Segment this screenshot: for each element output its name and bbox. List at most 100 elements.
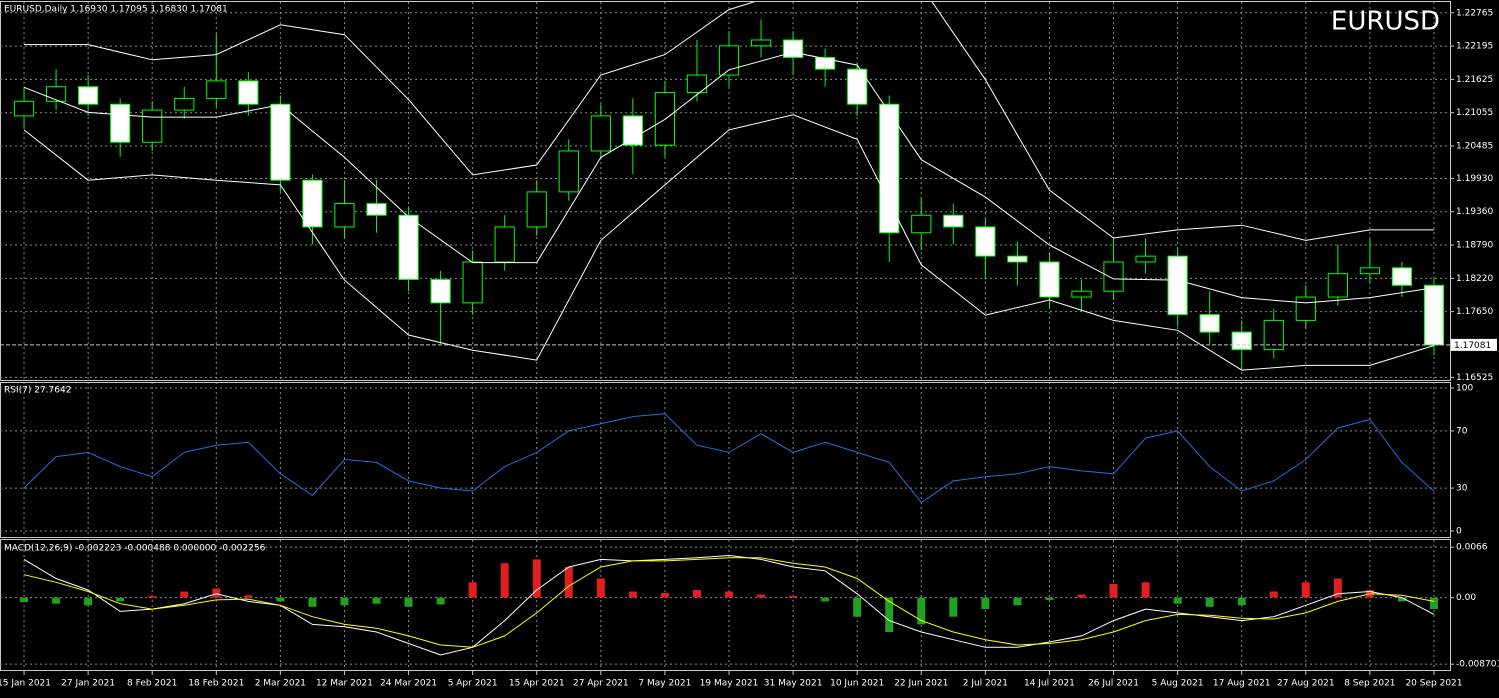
x-tick-label: 27 Aug 2021 bbox=[1277, 679, 1335, 689]
macd-histogram-bar bbox=[1077, 594, 1086, 598]
y-tick-label: 30 bbox=[1456, 484, 1468, 494]
macd-histogram-bar bbox=[564, 567, 573, 598]
y-tick-label: 1.19930 bbox=[1456, 174, 1493, 184]
x-tick-label: 24 Mar 2021 bbox=[380, 679, 437, 689]
candle-body bbox=[494, 226, 515, 263]
candle-body bbox=[206, 80, 227, 99]
x-tick-label: 12 Mar 2021 bbox=[316, 679, 373, 689]
x-tick-label: 10 Jun 2021 bbox=[830, 679, 884, 689]
candle-body bbox=[78, 86, 99, 105]
current-price-box bbox=[1451, 338, 1497, 351]
candle-body bbox=[398, 214, 419, 281]
macd-histogram-bar bbox=[212, 588, 221, 598]
macd-frame bbox=[0, 539, 1451, 671]
macd-histogram-bar bbox=[532, 559, 541, 598]
macd-histogram-bar bbox=[596, 578, 605, 598]
macd-histogram-bar bbox=[372, 597, 381, 604]
candle-body bbox=[142, 109, 163, 143]
x-tick-label: 27 Jan 2021 bbox=[61, 679, 115, 689]
y-tick-label: 0.00 bbox=[1456, 593, 1476, 603]
macd-histogram-bar bbox=[20, 597, 29, 603]
x-tick-label: 18 Feb 2021 bbox=[188, 679, 244, 689]
candle-body bbox=[1007, 255, 1028, 263]
macd-histogram-bar bbox=[1397, 597, 1406, 602]
candle-body bbox=[430, 279, 451, 304]
y-tick-label: 0 bbox=[1456, 527, 1462, 537]
macd-histogram-bar bbox=[1045, 597, 1054, 600]
candle-body bbox=[45, 86, 67, 102]
y-tick-label: 1.21625 bbox=[1456, 75, 1493, 85]
y-tick-label: 0.0066 bbox=[1456, 543, 1488, 553]
y-tick-label: 1.22765 bbox=[1456, 8, 1493, 18]
x-tick-label: 31 May 2021 bbox=[764, 679, 823, 689]
macd-histogram-bar bbox=[1109, 583, 1118, 598]
candle-body bbox=[1423, 284, 1445, 346]
macd-title: MACD(12,26,9) -0.002223 -0.000488 0.0000… bbox=[4, 544, 266, 554]
panel-frames bbox=[0, 1, 1451, 671]
candle-body bbox=[238, 80, 259, 105]
macd-histogram-bar bbox=[1141, 582, 1150, 598]
x-tick-label: 17 Aug 2021 bbox=[1213, 679, 1271, 689]
macd-histogram-bar bbox=[821, 597, 830, 602]
candle-body bbox=[1071, 290, 1092, 298]
macd-histogram-bar bbox=[1301, 582, 1310, 598]
y-tick-label: 1.18790 bbox=[1456, 241, 1493, 251]
macd-histogram-bar bbox=[148, 596, 157, 598]
macd-histogram-bar bbox=[340, 597, 349, 606]
candle-body bbox=[1135, 255, 1156, 263]
candle-body bbox=[750, 39, 772, 47]
x-tick-label: 27 Apr 2021 bbox=[573, 679, 629, 689]
macd-histogram-bar bbox=[628, 591, 637, 598]
candle-body bbox=[590, 115, 611, 152]
macd-histogram-bar bbox=[853, 597, 862, 617]
y-tick-label: 1.21055 bbox=[1456, 108, 1493, 118]
price-plot bbox=[0, 2, 1450, 380]
bollinger-middle bbox=[23, 51, 1435, 304]
macd-histogram-bar bbox=[917, 597, 926, 625]
macd-histogram-bar bbox=[1269, 591, 1278, 598]
candle-body bbox=[526, 191, 547, 228]
bollinger-lower bbox=[23, 114, 1435, 371]
y-tick-label: 1.19360 bbox=[1456, 207, 1493, 217]
x-tick-label: 20 Sep 2021 bbox=[1405, 679, 1462, 689]
x-tick-label: 5 Apr 2021 bbox=[448, 679, 498, 689]
macd-histogram-bar bbox=[500, 563, 509, 598]
candle-body bbox=[782, 39, 804, 59]
candle-body bbox=[1199, 314, 1220, 333]
y-tick-label: 70 bbox=[1456, 426, 1468, 436]
bollinger-upper bbox=[24, 2, 1434, 241]
macd-histogram-bar bbox=[468, 582, 477, 598]
x-tick-label: 26 Jul 2021 bbox=[1088, 679, 1139, 689]
candle-body bbox=[622, 115, 643, 146]
y-tick-label: 1.16525 bbox=[1456, 373, 1493, 383]
x-tick-label: 22 Jun 2021 bbox=[894, 679, 948, 689]
x-tick-label: 7 May 2021 bbox=[638, 679, 691, 689]
candle-body bbox=[1295, 296, 1316, 321]
y-tick-label: -0.008701 bbox=[1456, 660, 1499, 670]
candle-body bbox=[718, 45, 740, 76]
macd-histogram-bar bbox=[1333, 578, 1342, 598]
x-tick-label: 2 Jul 2021 bbox=[963, 679, 1008, 689]
y-tick-label: 1.22195 bbox=[1456, 42, 1493, 52]
candle-body bbox=[815, 57, 836, 70]
macd-histogram-bar bbox=[244, 595, 253, 598]
macd-histogram-bar bbox=[757, 594, 766, 598]
candle-body bbox=[462, 261, 483, 304]
macd-histogram-bar bbox=[692, 589, 701, 598]
candle-body bbox=[1327, 273, 1348, 298]
candle-body bbox=[366, 203, 387, 216]
rsi-plot bbox=[0, 383, 1450, 537]
macd-histogram-bar bbox=[116, 597, 125, 602]
chart-header: EURUSD,Daily 1.16930 1.17095 1.16830 1.1… bbox=[4, 5, 228, 15]
price-frame bbox=[0, 1, 1451, 381]
macd-histogram-bar bbox=[1013, 597, 1022, 606]
candle-body bbox=[270, 103, 291, 181]
candle-body bbox=[302, 179, 323, 228]
y-tick-label: 1.18220 bbox=[1456, 274, 1493, 284]
macd-histogram-bar bbox=[1205, 597, 1214, 607]
current-price-label: 1.17081 bbox=[1454, 341, 1491, 351]
candle-body bbox=[1263, 319, 1284, 351]
macd-histogram-bar bbox=[52, 597, 61, 604]
